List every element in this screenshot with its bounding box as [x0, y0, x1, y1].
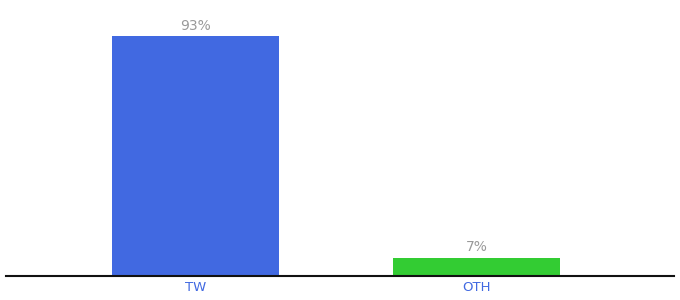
Text: 7%: 7%	[466, 240, 488, 254]
Bar	[112, 37, 279, 276]
Text: 93%: 93%	[180, 19, 211, 33]
Bar	[393, 258, 560, 276]
